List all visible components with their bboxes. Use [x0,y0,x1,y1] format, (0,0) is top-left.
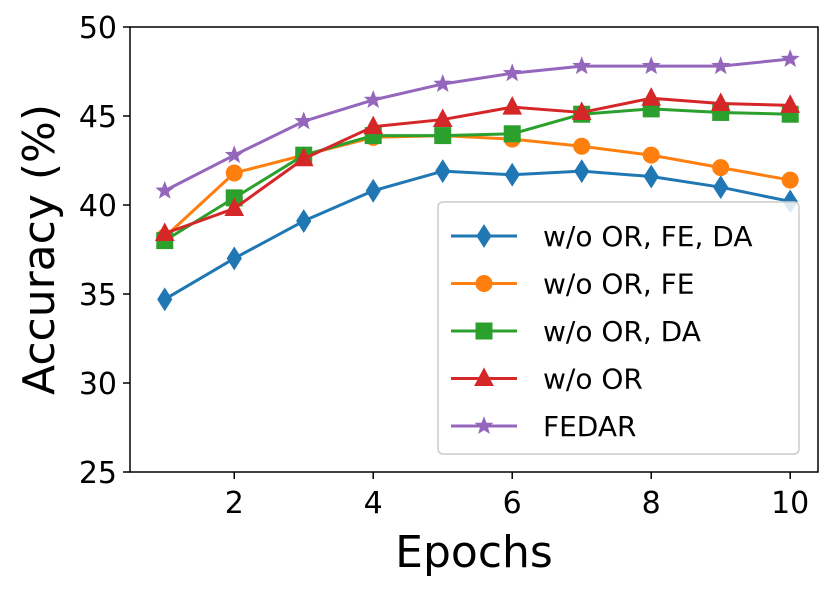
data-point [574,159,590,184]
data-point [502,96,523,115]
series-line [163,134,791,239]
legend-item: FEDAR [451,410,636,443]
series-w-o-or [154,87,801,241]
legend-marker [474,416,494,435]
series-line [163,107,791,242]
series-w-o-or-fe-da [157,159,798,312]
x-tick-label: 10 [771,486,809,521]
legend-item: w/o OR, DA [451,315,701,348]
series-line [164,96,791,235]
plot-frame [129,26,819,473]
x-tick-label: 6 [503,486,522,521]
legend-marker [475,275,493,292]
data-point [712,159,730,177]
data-point [573,137,591,155]
legend-label: FEDAR [543,410,636,443]
data-point [641,87,662,106]
data-point [780,49,800,68]
x-tick-label: 2 [225,486,244,521]
y-tick-label: 40 [79,189,117,224]
data-point [435,159,451,184]
x-tick-label: 8 [642,486,661,521]
y-tick-label: 35 [79,278,117,313]
y-tick-label: 25 [79,456,117,491]
data-point [571,101,592,120]
legend-label: w/o OR [543,363,643,396]
data-point [432,108,453,128]
x-tick-label: 4 [364,486,383,521]
series-layer [154,49,801,312]
data-point [433,74,453,92]
legend: w/o OR, FE, DA w/o OR, FE w/o OR, DA w/o OR… [437,201,800,455]
data-point [713,175,729,200]
data-point [225,164,243,182]
legend-item: w/o OR, FE, DA [451,220,752,253]
data-point [226,246,242,271]
x-axis-title: Epochs [395,527,553,578]
data-point [157,287,173,312]
legend-item: w/o OR, FE [451,268,694,301]
series-line [164,57,791,193]
data-point [224,197,245,217]
legend-label: w/o OR, DA [543,315,701,348]
data-point [780,94,801,113]
axis-ticks: 2 4 6 8 10 25 30 35 40 45 50 [79,11,809,521]
data-point [572,56,592,75]
data-point [641,56,661,75]
data-point [710,92,731,112]
data-point [293,147,314,167]
data-point [365,178,381,203]
series-line [163,169,791,301]
data-point [781,171,799,189]
y-tick-label: 50 [79,11,117,46]
data-point [504,162,520,187]
legend-label: w/o OR, FE, DA [543,220,752,253]
legend-marker [476,224,492,248]
data-point [154,222,175,241]
series-fedar [155,49,800,199]
data-point [363,115,384,135]
legend-label: w/o OR, FE [543,268,694,301]
data-point [643,164,659,189]
data-point [224,145,244,164]
y-tick-label: 45 [79,100,117,135]
data-point [296,209,312,233]
y-tick-label: 30 [79,367,117,402]
data-point [434,127,452,145]
legend-box [437,201,800,455]
data-point [642,146,660,164]
y-axis-title: Accuracy (%) [14,104,65,395]
data-point [155,180,175,199]
legend-item: w/o OR [451,363,643,396]
data-point [503,125,521,143]
data-point [363,90,383,108]
data-point [502,63,522,82]
data-point [711,56,731,75]
legend-marker [474,367,494,386]
legend-marker [475,322,493,340]
data-point [294,111,314,130]
